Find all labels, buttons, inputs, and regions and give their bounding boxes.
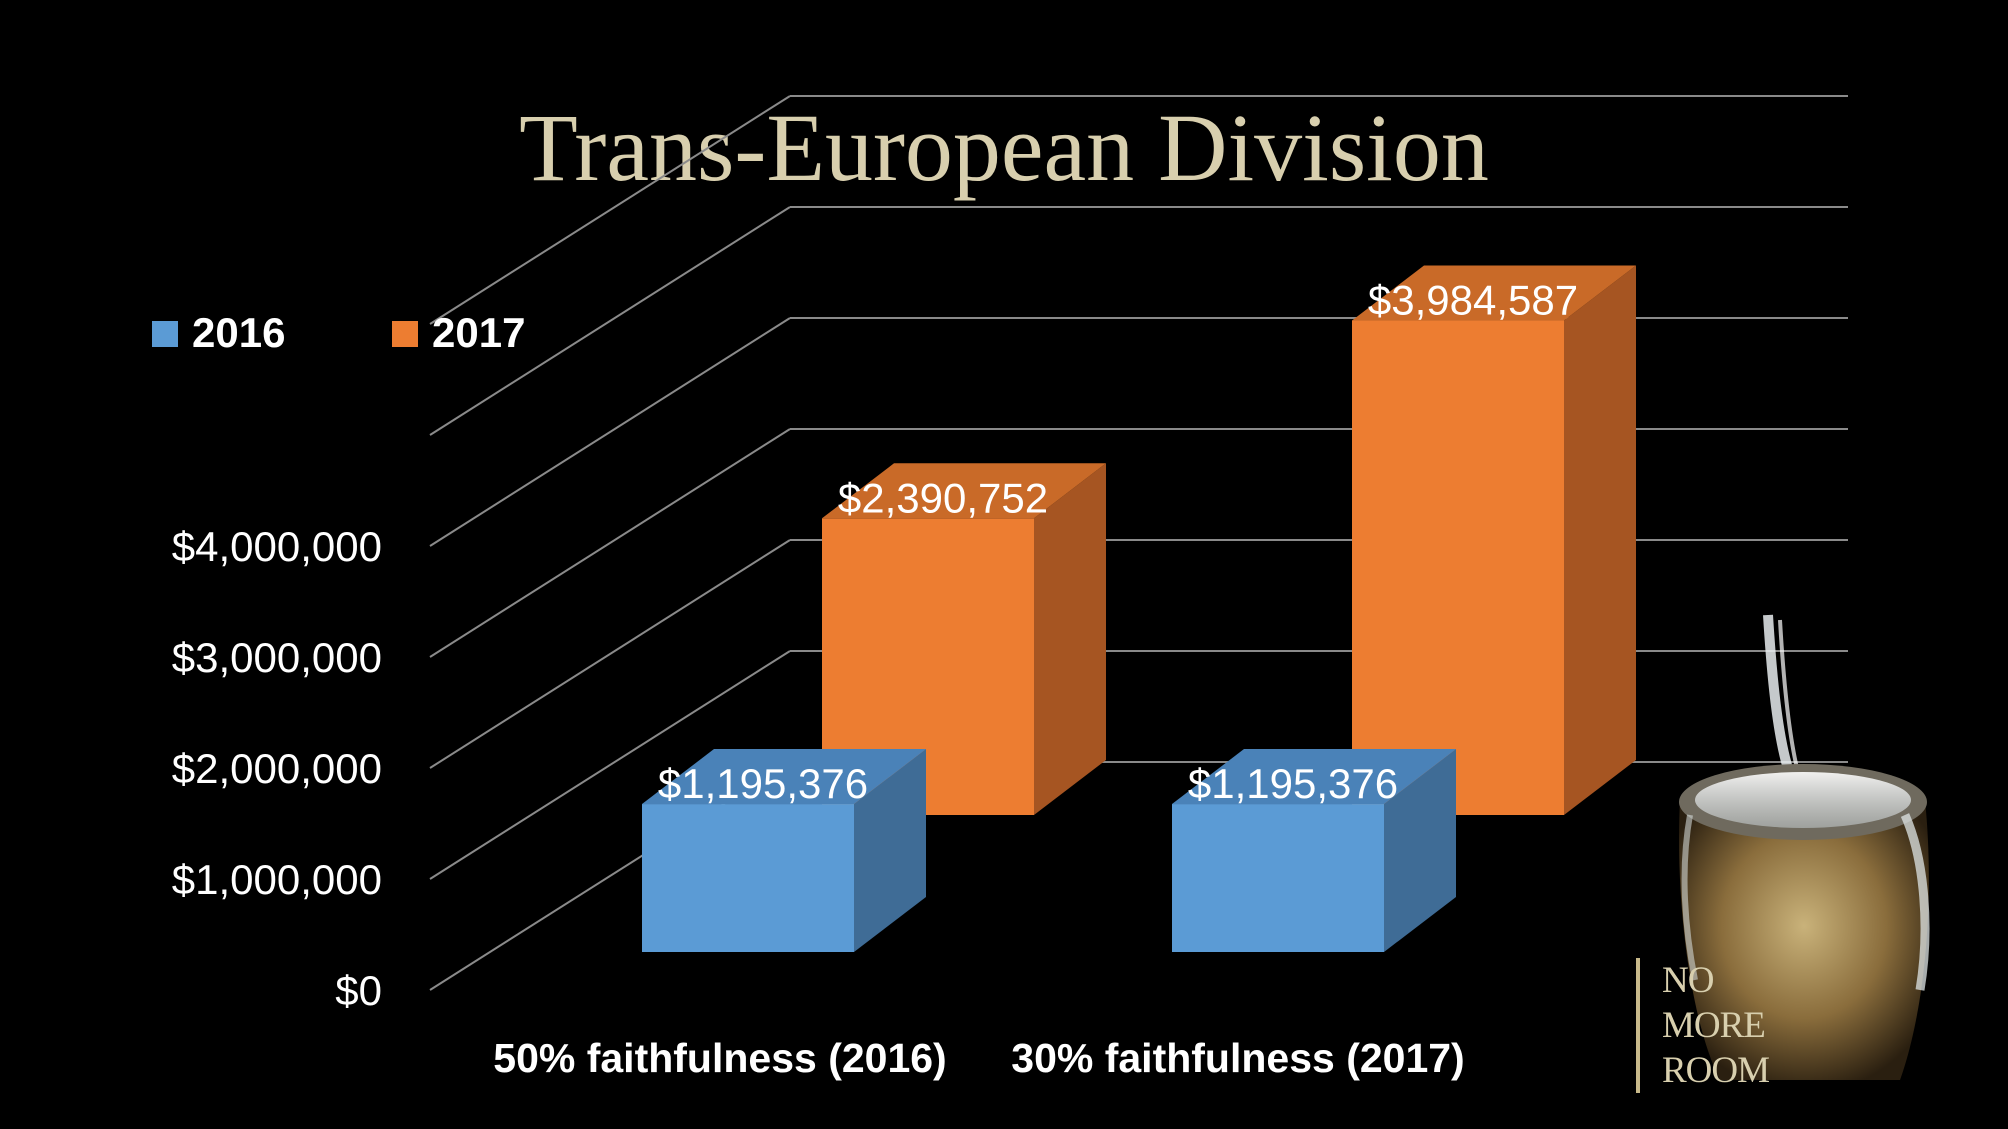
brand-line-2: MORE [1662, 1005, 1766, 1046]
bar-front [1352, 320, 1564, 815]
bar-2016-1: $1,195,376 [642, 749, 926, 952]
data-label: $2,390,752 [838, 474, 1048, 521]
y-tick-label: $1,000,000 [172, 856, 382, 903]
bar-side [1564, 265, 1636, 815]
gridline-diagonal [429, 95, 791, 325]
legend-label-2017: 2017 [432, 309, 525, 356]
gridline-diagonal [429, 650, 791, 880]
brand-mark: NO MORE ROOM [1636, 958, 1770, 1093]
category-label: 50% faithfulness (2016) [493, 1035, 946, 1081]
bar-side [1034, 463, 1106, 815]
bar-top [822, 463, 1106, 519]
gridline-diagonal [429, 317, 791, 547]
legend-swatch-2016 [152, 321, 178, 347]
legend-swatch-2017 [392, 321, 418, 347]
x-axis: 50% faithfulness (2016) 30% faithfulness … [493, 1035, 1464, 1081]
legend-label-2016: 2016 [192, 309, 285, 356]
bar-top [1172, 749, 1456, 805]
y-tick-label: $3,000,000 [172, 634, 382, 681]
category-label: 30% faithfulness (2017) [1011, 1035, 1464, 1081]
y-axis: $0 $1,000,000 $2,000,000 $3,000,000 $4,000,0… [172, 523, 382, 1014]
y-tick-label: $0 [335, 967, 382, 1014]
bar-side [1384, 749, 1456, 952]
bar-front [1172, 804, 1384, 952]
brand-line-3: ROOM [1662, 1050, 1770, 1091]
data-label: $1,195,376 [1188, 760, 1398, 807]
bar-2017-2: $3,984,587 [1352, 265, 1636, 815]
legend: 2016 2017 [152, 309, 525, 356]
bar-2016-2: $1,195,376 [1172, 749, 1456, 952]
bar-side [854, 749, 926, 952]
data-label: $1,195,376 [658, 760, 868, 807]
bar-top [642, 749, 926, 805]
y-tick-label: $4,000,000 [172, 523, 382, 570]
gridline-diagonal [429, 206, 791, 436]
gridline-diagonal [429, 539, 791, 769]
bars: $2,390,752 $3,984,587 $1,195,376 $1,195,376 [642, 265, 1636, 952]
gridline-diagonal [429, 428, 791, 658]
bar-2017-1: $2,390,752 [822, 463, 1106, 815]
bar-front [642, 804, 854, 952]
overflowing-jar-image [1679, 614, 1930, 1080]
brand-line-1: NO [1662, 960, 1714, 1001]
chart-title: Trans-European Division [519, 94, 1489, 201]
bar-top [1352, 265, 1636, 321]
data-label: $3,984,587 [1368, 277, 1578, 324]
y-tick-label: $2,000,000 [172, 745, 382, 792]
